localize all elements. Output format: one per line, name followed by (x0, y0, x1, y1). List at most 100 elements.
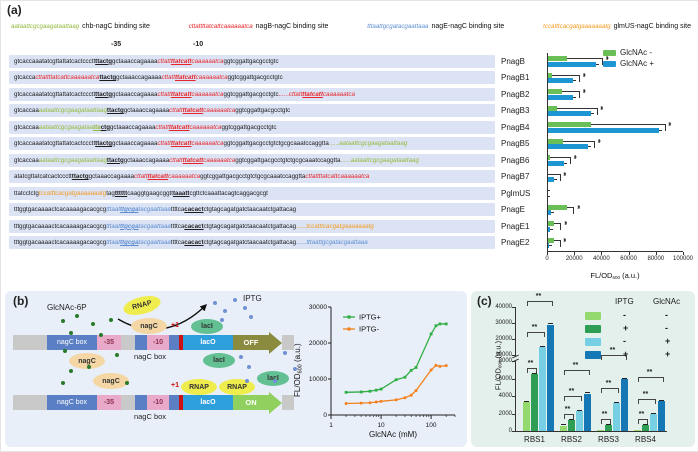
sequence-segment: caaaaaatca (189, 124, 221, 131)
x-axis-tick (574, 252, 575, 255)
sequence-segment: ggtcggattgacgcctgtc (224, 91, 279, 98)
legend-swatch (585, 351, 601, 359)
sequence-segment: ttatcatt (183, 107, 204, 114)
data-point (410, 394, 413, 397)
minus35-segment: -35 (97, 395, 121, 410)
sig-bracket (552, 157, 571, 164)
bar-iptg--glcnac- (523, 402, 530, 431)
y-tick (512, 361, 515, 362)
y-tick (512, 396, 515, 397)
legend-swatch (603, 50, 616, 56)
sequence-segment: aataattcgcgaagataattaag (351, 157, 419, 164)
sig-bracket (601, 419, 611, 424)
data-point (438, 365, 441, 368)
category-label: RBS2 (556, 435, 587, 444)
bar-chart-y-axis (547, 53, 548, 251)
sequence-segment: tttggtgacaaaactcacaaaagacacgcg (14, 223, 106, 230)
y-tick-label: 0 (509, 428, 512, 434)
glcnac6p-molecule-dot (61, 381, 65, 385)
bar-glcnac-minus (547, 139, 563, 144)
y-tick-label: 0 (323, 412, 327, 419)
spacer-segment (13, 395, 47, 410)
spacer-segment (135, 395, 147, 410)
sig-marker: ** (571, 155, 576, 158)
nagc-protein: nagC (131, 318, 167, 334)
sequence-segment: gctaaaccagaaaa (110, 124, 155, 131)
sequence-segment: tccatttcacgatgaaaaaaatg (306, 223, 373, 230)
y-tick (512, 307, 515, 308)
bar-pair: ** (547, 169, 683, 186)
y-tick (512, 339, 515, 340)
legend-iptg-sign: - (623, 336, 626, 346)
data-point (410, 369, 413, 372)
category-label: RBS3 (593, 435, 624, 444)
sequence-segment: ttttca (171, 223, 184, 230)
sequence-segment: caaaaaatca (192, 91, 224, 98)
sig-marker: ** (610, 347, 615, 354)
data-point (368, 401, 371, 404)
legend-iptg-sign: + (623, 323, 628, 333)
bar-glcnac-minus (547, 106, 557, 111)
x-axis-title: GlcNAc (mM) (369, 430, 417, 439)
x-tick-label: 100 (426, 422, 437, 429)
nagc-box-caption: nagC box (115, 412, 185, 421)
binding-site-name: chb-nagC binding site (82, 23, 150, 30)
x-axis-tick (601, 252, 602, 255)
data-point (445, 364, 448, 367)
category-label: RBS1 (519, 435, 550, 444)
binding-site-name: glmUS-nagC binding site (614, 23, 691, 30)
sig-bracket (564, 370, 590, 375)
sequence-segment: ...... (340, 157, 350, 164)
iptg-molecule-dot (245, 379, 249, 383)
minus35-segment: -35 (97, 335, 121, 350)
sequence-row: gtcaccaaatatcgttattatcactcccttttactggcta… (9, 86, 693, 103)
sig-bracket (569, 58, 603, 65)
glcnac6p-molecule-dot (75, 314, 79, 318)
sequence-segment: ttatcctctg (14, 190, 39, 197)
glcnac6p-molecule-dot (87, 365, 91, 369)
sequence-segment: ttactg (107, 157, 124, 164)
glcnac6p-molecule-dot (69, 331, 73, 335)
data-point (415, 366, 418, 369)
bar-iptg+-glcnac+ (547, 325, 554, 431)
minus35-position-label: -35 (111, 41, 121, 48)
error-bar (549, 245, 552, 246)
sequence-segment: cttatt (162, 74, 175, 81)
axis-title-sub: 600 (612, 275, 620, 280)
output-arrow-head (269, 392, 282, 414)
sequence-segment: gtcaccaaatatcgttattatcactccctt (14, 140, 95, 147)
sig-marker: ** (561, 238, 566, 241)
bar-pair: ** (547, 235, 683, 252)
legend-swatch (585, 312, 601, 320)
sequence-segment: ...... (279, 91, 289, 98)
legend-header-iptg: IPTG (615, 297, 634, 306)
glcnac6p-molecule-dot (99, 333, 103, 337)
y-tick (512, 431, 515, 432)
sequence-segment: caaaaaatca (196, 74, 228, 81)
y-tick (512, 355, 515, 356)
bar-pair: ** (547, 136, 683, 153)
error-bar-cap (524, 401, 529, 402)
sig-marker: ** (598, 106, 603, 109)
y-tick-label: 10000 (309, 376, 327, 383)
sequence-segment: ttgcga (120, 206, 139, 213)
category-label: RBS4 (630, 435, 661, 444)
legend-marker (348, 315, 351, 318)
sig-marker: ** (574, 205, 579, 208)
sequence-segment: gctaaaccagaaaa (124, 157, 169, 164)
sig-bracket (564, 91, 580, 98)
sequence-strip: tttggtgacaaaactcacaaaagacacgcgtttaatttgc… (9, 220, 495, 233)
sequence-segment: aataattcgcgaagataattaag (39, 157, 107, 164)
bar-pair: ** (547, 152, 683, 169)
sequence-segment: cttatt (157, 140, 170, 147)
promoter-name: PnagB2 (495, 90, 547, 99)
data-point (395, 398, 398, 401)
promoter-name: PnagB1 (495, 73, 547, 82)
nagc-protein: nagC (93, 373, 129, 389)
sequence-segment: gtcacca (14, 74, 35, 81)
sig-marker: ** (647, 369, 652, 376)
sequence-segment: ctg (101, 124, 110, 131)
